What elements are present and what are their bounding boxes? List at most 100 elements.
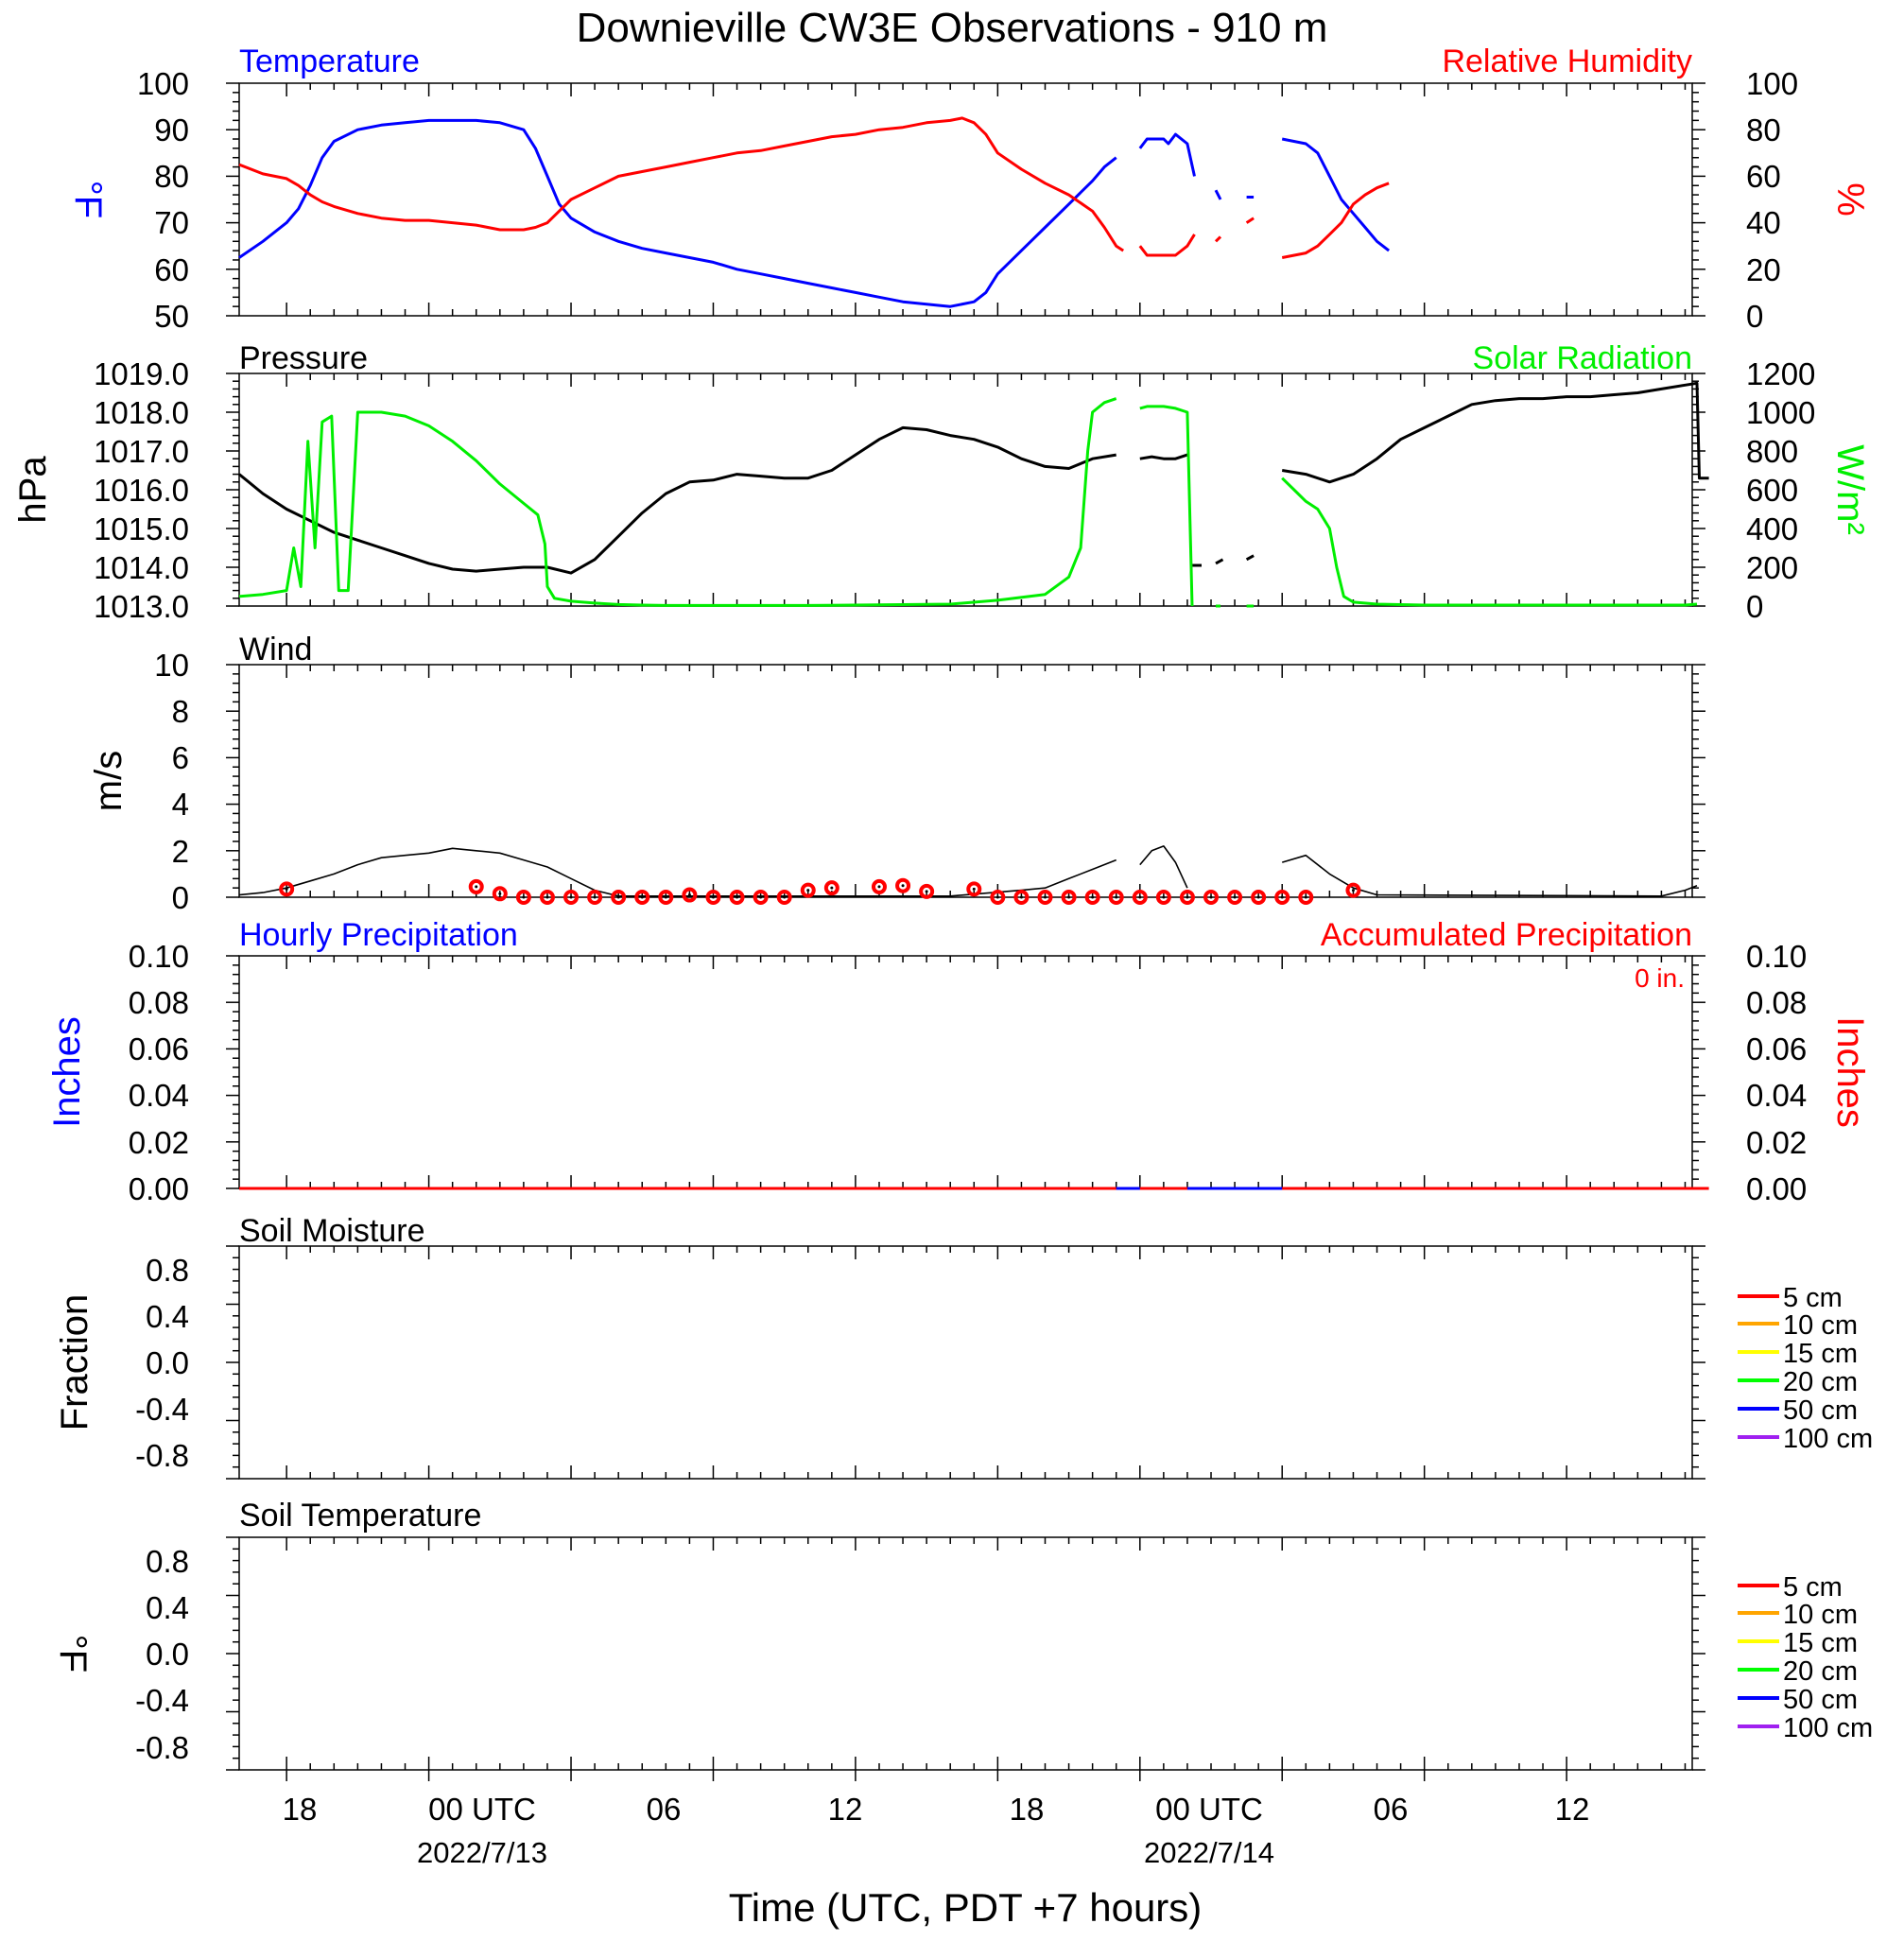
wind-point-center [1091,895,1095,899]
tick-label: 20 [1746,252,1781,287]
panel-frame [238,664,1693,898]
wind-point-center [806,889,810,893]
tick-label: 60 [154,252,189,287]
series-line-wind-speed [1281,854,1698,897]
tick-label: 40 [1746,205,1781,240]
right-tick-labels: 100 80 60 40 20 0 [1746,66,1798,334]
right-axis-units: W/m² [1829,444,1871,535]
wind-point-center [830,886,834,890]
left-axis-units: m/s [88,751,130,811]
legend-item: 50 cm [1738,1395,1858,1426]
wind-point-center [877,885,881,889]
left-tick-labels: 10 8 6 4 2 0 [154,648,189,915]
legend-item: 5 cm [1738,1283,1843,1313]
panel-left-title: Soil Temperature [239,1498,481,1534]
wind-point [1084,890,1100,905]
wind-point [1251,890,1267,905]
wind-point [919,883,935,899]
tick-label: 100 [1746,66,1798,101]
tick-label: 1013.0 [94,589,189,624]
wind-point [990,890,1006,905]
series-line-solar-radiation [1281,477,1698,607]
tick-label: 2 [172,834,189,869]
wind-point [515,890,531,905]
series-line-pressure [1215,558,1224,565]
tick-label: 60 [1746,159,1781,194]
series-line-temperature [1281,137,1391,252]
wind-point-center [901,884,905,888]
x-axis-title: Time (UTC, PDT +7 hours) [729,1885,1203,1930]
x-tick-date: 2022/7/14 [1144,1836,1274,1869]
series-line-relative-humidity [1214,235,1222,243]
series-line-temperature [1214,189,1222,200]
wind-point-center [1186,895,1189,899]
wind-point-center [545,895,549,899]
left-tick-labels: 0.10 0.08 0.06 0.04 0.02 0.00 [129,939,189,1206]
panel-soil-moisture: Soil Moisture Fraction 0.8 0.4 0.0 -0.4 … [54,1213,1693,1480]
tick-label: 70 [154,205,189,240]
legend-label: 5 cm [1783,1283,1843,1313]
wind-point [1298,890,1314,905]
wind-point-center [759,895,763,899]
wind-point-center [522,895,526,899]
tick-label: 0.8 [146,1544,189,1579]
wind-point [1108,890,1124,905]
tick-label: 1200 [1746,356,1815,391]
tick-label: 0.00 [129,1171,189,1206]
wind-point [1155,890,1171,905]
right-tick-labels: 1200 1000 800 600 400 200 0 [1746,356,1815,624]
panel-frame [238,82,1693,317]
tick-label: 1016.0 [94,473,189,508]
panel-soil-temperature: Soil Temperature °F 0.8 0.4 0.0 -0.4 -0.… [52,1498,1693,1771]
tick-label: 400 [1746,511,1798,546]
panel-left-title: Soil Moisture [239,1213,425,1249]
series-line-pressure [1281,381,1709,484]
wind-point [776,890,792,905]
series-line-temperature [238,118,1117,308]
legend-label: 10 cm [1783,1310,1858,1341]
left-tick-labels: 0.8 0.4 0.0 -0.4 -0.8 [135,1544,189,1765]
tick-label: 600 [1746,473,1798,508]
tick-label: 10 [154,648,189,683]
legend-item: 100 cm [1738,1424,1873,1454]
wind-point [587,890,603,905]
panel-right-title: Solar Radiation [1473,340,1692,376]
series-line-solar-radiation [238,397,1117,607]
wind-point [895,877,911,893]
accumulated-total: 0 in. [1635,963,1685,993]
tick-label: 1019.0 [94,356,189,391]
legend-soil-moisture: 5 cm 10 cm 15 cm 20 cm 50 cm 100 cm [1738,1283,1873,1454]
tick-label: 0.00 [1746,1171,1807,1206]
wind-point [658,890,674,905]
wind-point [966,881,982,897]
left-axis-units: hPa [12,456,54,524]
legend-label: 5 cm [1783,1572,1843,1603]
tick-label: 1018.0 [94,395,189,430]
wind-point-center [1209,895,1213,899]
wind-point-center [569,895,573,899]
tick-label: 0.4 [146,1299,189,1334]
wind-point-center [783,895,787,899]
wind-point-center [1280,895,1284,899]
x-tick-date: 2022/7/13 [417,1836,547,1869]
series-line-relative-humidity [238,116,1125,252]
tick-label: 200 [1746,550,1798,585]
panel-wind: Wind m/s 10 8 6 4 2 0 [88,632,1693,915]
wind-point-center [498,892,502,895]
left-axis-units: Fraction [54,1294,95,1431]
wind-point-center [1256,895,1260,899]
wind-point [729,890,745,905]
wind-point-center [1233,895,1237,899]
series-line-relative-humidity [1138,234,1196,257]
wind-point [753,890,769,905]
tick-label: 0.08 [1746,985,1807,1020]
tick-label: 80 [1746,113,1781,147]
tick-label: 0.10 [129,939,189,974]
right-axis-units: Inches [1829,1016,1871,1128]
x-tick-label: 00 UTC [428,1792,536,1827]
tick-label: 0.02 [1746,1125,1807,1160]
panel-left-title: Temperature [239,43,420,79]
panel-frame [238,1245,1693,1480]
legend-label: 100 cm [1783,1424,1873,1454]
tick-label: 4 [172,787,189,822]
